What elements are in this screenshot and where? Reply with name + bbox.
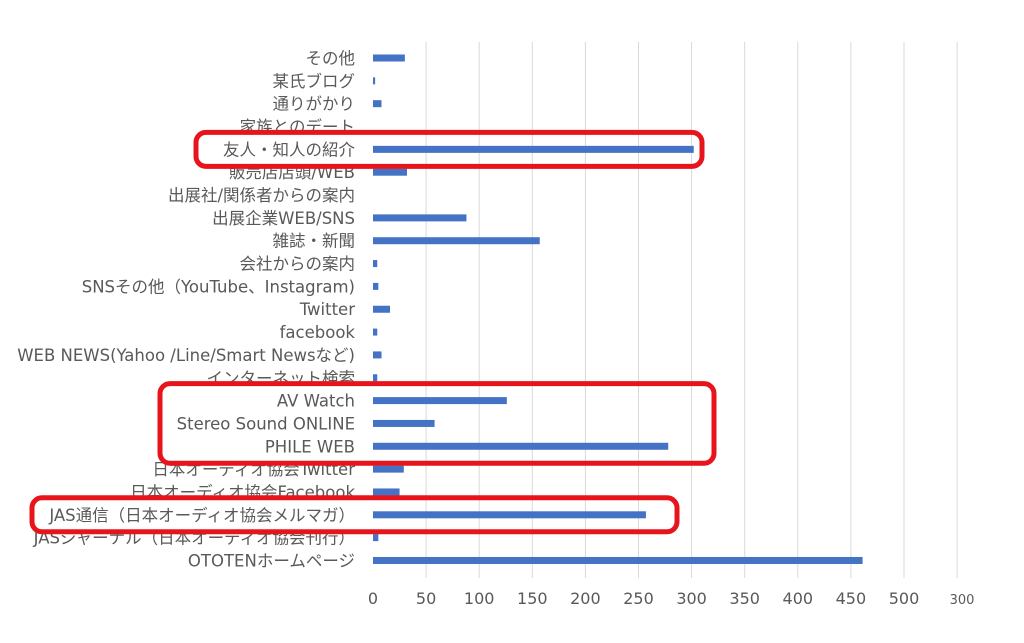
x-tick-label: 300 xyxy=(676,589,707,608)
bar xyxy=(373,511,646,519)
x-tick-label: 200 xyxy=(570,589,601,608)
category-label: AV Watch xyxy=(277,392,355,411)
highlight-box xyxy=(157,381,717,466)
bar xyxy=(373,282,379,290)
category-labels: その他某氏ブログ通りがかり家族とのデート友人・知人の紹介販売店店頭/WEB出展社… xyxy=(17,49,355,570)
highlight-box xyxy=(29,495,680,535)
category-label: 出展企業WEB/SNS xyxy=(212,209,355,228)
category-label: WEB NEWS(Yahoo /Line/Smart Newsなど) xyxy=(17,346,355,365)
bar xyxy=(373,54,405,62)
category-label: 雑誌・新聞 xyxy=(273,232,356,251)
bar xyxy=(373,374,378,382)
category-label: 通りがかり xyxy=(273,95,356,114)
category-label: 出展社/関係者からの案内 xyxy=(168,186,355,205)
x-tick-label: 450 xyxy=(836,589,867,608)
x-tick-label: 100 xyxy=(464,589,495,608)
bar xyxy=(373,556,863,564)
x-tick-label: 250 xyxy=(623,589,654,608)
category-label: Stereo Sound ONLINE xyxy=(177,414,355,433)
bar xyxy=(373,465,404,473)
bar xyxy=(373,397,507,405)
bar xyxy=(373,145,694,153)
bar xyxy=(373,419,435,427)
bars xyxy=(373,54,863,564)
category-label: 友人・知人の紹介 xyxy=(223,140,356,159)
bar xyxy=(373,351,382,359)
bar xyxy=(373,305,390,313)
category-label: 某氏ブログ xyxy=(273,71,356,91)
x-tick-label: 300 xyxy=(950,593,975,608)
category-label: PHILE WEB xyxy=(265,437,355,456)
x-tick-label: 500 xyxy=(889,589,920,608)
bar xyxy=(373,488,400,496)
bar xyxy=(373,100,382,108)
bar xyxy=(373,534,379,542)
category-label: JAS通信（日本オーディオ協会メルマガ） xyxy=(48,505,355,525)
x-tick-label: 150 xyxy=(517,589,548,608)
highlight-boxes xyxy=(29,129,717,535)
x-tick-label: 0 xyxy=(368,589,378,608)
category-label: facebook xyxy=(280,323,356,342)
bar xyxy=(373,77,376,85)
highlight-box xyxy=(193,129,705,169)
bar xyxy=(373,260,378,268)
bar xyxy=(373,168,407,176)
category-label: 会社からの案内 xyxy=(240,255,356,274)
category-label: その他 xyxy=(306,49,356,68)
category-label: OTOTENホームページ xyxy=(188,551,355,570)
x-axis-ticks: 0 50 100 150 200 250 300 350 400 450 500 300 xyxy=(368,589,975,608)
bar xyxy=(373,328,378,336)
x-tick-label: 50 xyxy=(416,589,436,608)
category-label: SNSその他（YouTube、Instagram) xyxy=(82,277,355,296)
category-label: Twitter xyxy=(299,300,356,319)
bar xyxy=(373,442,669,450)
x-tick-label: 350 xyxy=(729,589,760,608)
bar xyxy=(373,237,540,245)
bar xyxy=(373,214,467,222)
x-tick-label: 400 xyxy=(783,589,814,608)
